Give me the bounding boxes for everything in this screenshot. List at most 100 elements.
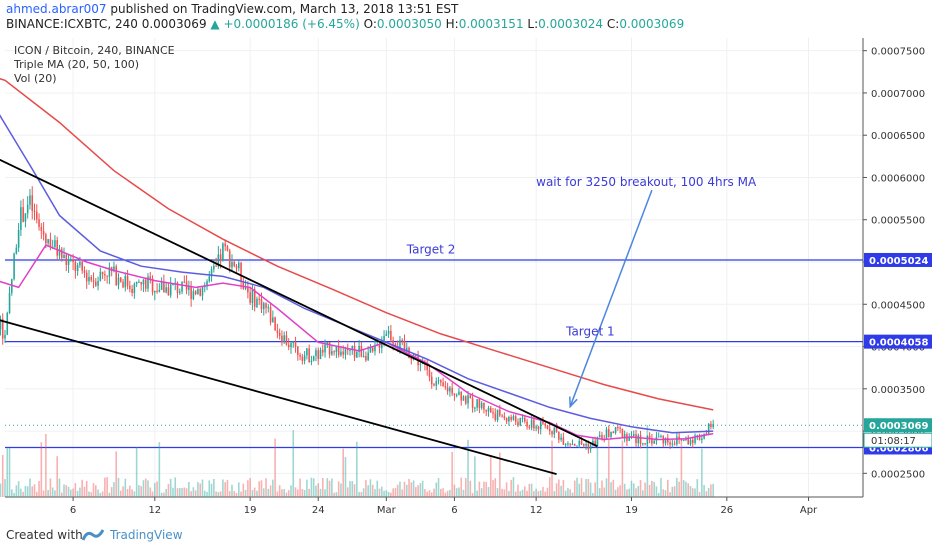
candle-body bbox=[17, 230, 20, 248]
volume-bar bbox=[417, 485, 419, 497]
candle-body bbox=[49, 239, 52, 248]
volume-bar bbox=[287, 490, 290, 497]
volume-bar bbox=[337, 481, 340, 497]
volume-bar bbox=[555, 483, 558, 497]
candle-body bbox=[24, 213, 27, 222]
candle-body bbox=[467, 395, 469, 404]
trendline bbox=[0, 158, 598, 448]
volume-bar bbox=[644, 482, 646, 497]
volume-bar bbox=[678, 481, 680, 497]
candle-body bbox=[489, 407, 492, 413]
volume-bar bbox=[567, 488, 569, 497]
candle-body bbox=[605, 429, 608, 440]
candle-body bbox=[337, 346, 340, 356]
candle-body bbox=[542, 421, 544, 424]
chart-header: ahmed.abrar007 published on TradingView.… bbox=[0, 0, 932, 36]
volume-bar bbox=[99, 492, 102, 497]
y-tick-label: 0.0007000 bbox=[871, 89, 925, 100]
candle-body bbox=[4, 334, 6, 339]
candle-body bbox=[260, 299, 263, 310]
volume-bar bbox=[324, 489, 326, 497]
candle-body bbox=[530, 419, 533, 428]
candle-body bbox=[306, 348, 308, 356]
candle-body bbox=[178, 291, 181, 293]
price-chart[interactable]: 0.0007500 0.0007000 0.0006500 0.0006000 0.00… bbox=[0, 36, 932, 520]
volume-bar bbox=[124, 478, 127, 497]
volume-bar bbox=[15, 485, 18, 497]
candle-body bbox=[539, 421, 542, 430]
x-tick-label: 12 bbox=[148, 505, 161, 516]
volume-bar bbox=[333, 492, 335, 497]
volume-bar bbox=[172, 487, 174, 497]
candle-body bbox=[369, 347, 372, 353]
candle-body bbox=[192, 291, 195, 299]
candle-body bbox=[190, 287, 192, 299]
candle-body bbox=[555, 427, 558, 432]
open-label: O: bbox=[363, 17, 377, 31]
candle-body bbox=[203, 286, 206, 288]
candle-body bbox=[319, 349, 322, 360]
high-label: H: bbox=[445, 17, 459, 31]
volume-bar bbox=[262, 488, 265, 497]
volume-bar bbox=[183, 487, 186, 497]
candle-body bbox=[201, 287, 204, 296]
candle-body bbox=[94, 281, 97, 286]
volume-bar bbox=[142, 480, 145, 497]
candle-body bbox=[74, 262, 77, 272]
volume-bar bbox=[587, 479, 590, 497]
volume-bar bbox=[242, 483, 245, 497]
volume-bar bbox=[20, 488, 22, 497]
volume-bar bbox=[435, 482, 438, 497]
symbol-label: BINANCE:ICXBTC, 240 bbox=[6, 17, 138, 31]
tradingview-brand[interactable]: TradingView bbox=[110, 528, 183, 542]
volume-bar bbox=[632, 483, 635, 497]
candle-body bbox=[573, 444, 576, 446]
candle-body bbox=[451, 387, 453, 394]
candle-body bbox=[160, 282, 163, 290]
candle-body bbox=[60, 248, 63, 259]
volume-bar bbox=[199, 483, 202, 497]
candle-body bbox=[558, 431, 560, 440]
volume-bar bbox=[687, 483, 690, 497]
volume-bar bbox=[297, 489, 299, 497]
volume-bar bbox=[573, 480, 576, 497]
volume-bar bbox=[169, 478, 172, 497]
volume-bar bbox=[458, 487, 460, 497]
volume-bar bbox=[655, 486, 658, 497]
candle-body bbox=[251, 289, 254, 303]
volume-bar bbox=[233, 491, 236, 497]
volume-bar bbox=[13, 492, 15, 497]
legend-title: ICON / Bitcoin, 240, BINANCE bbox=[14, 44, 175, 57]
publish-info: published on TradingView.com, March 13, … bbox=[110, 2, 459, 16]
candle-body bbox=[519, 418, 522, 426]
volume-bar bbox=[694, 488, 696, 497]
candle-body bbox=[242, 281, 245, 289]
volume-bar bbox=[194, 490, 197, 497]
candle-body bbox=[217, 254, 220, 267]
volume-bar bbox=[346, 487, 349, 497]
candle-body bbox=[691, 439, 694, 443]
volume-bar bbox=[553, 491, 556, 497]
candle-body bbox=[521, 417, 524, 419]
candle-body bbox=[460, 391, 463, 401]
volume-bar bbox=[119, 490, 122, 497]
candle-body bbox=[131, 288, 133, 294]
volume-bar bbox=[594, 482, 596, 497]
volume-bar bbox=[685, 481, 687, 497]
author-link[interactable]: ahmed.abrar007 bbox=[6, 2, 107, 16]
candle-body bbox=[194, 291, 197, 295]
candle-body bbox=[156, 290, 158, 292]
volume-bar bbox=[8, 448, 11, 497]
candle-body bbox=[657, 436, 660, 438]
volume-bar bbox=[464, 478, 467, 497]
candle-body bbox=[283, 335, 285, 343]
candle-body bbox=[619, 427, 621, 429]
candle-body bbox=[689, 439, 692, 445]
volume-bar bbox=[371, 484, 374, 497]
volume-bar bbox=[197, 482, 199, 497]
candle-body bbox=[405, 347, 408, 350]
candle-body bbox=[88, 277, 90, 282]
volume-bar bbox=[612, 479, 615, 497]
candle-body bbox=[213, 265, 215, 270]
volume-bar bbox=[117, 477, 120, 497]
